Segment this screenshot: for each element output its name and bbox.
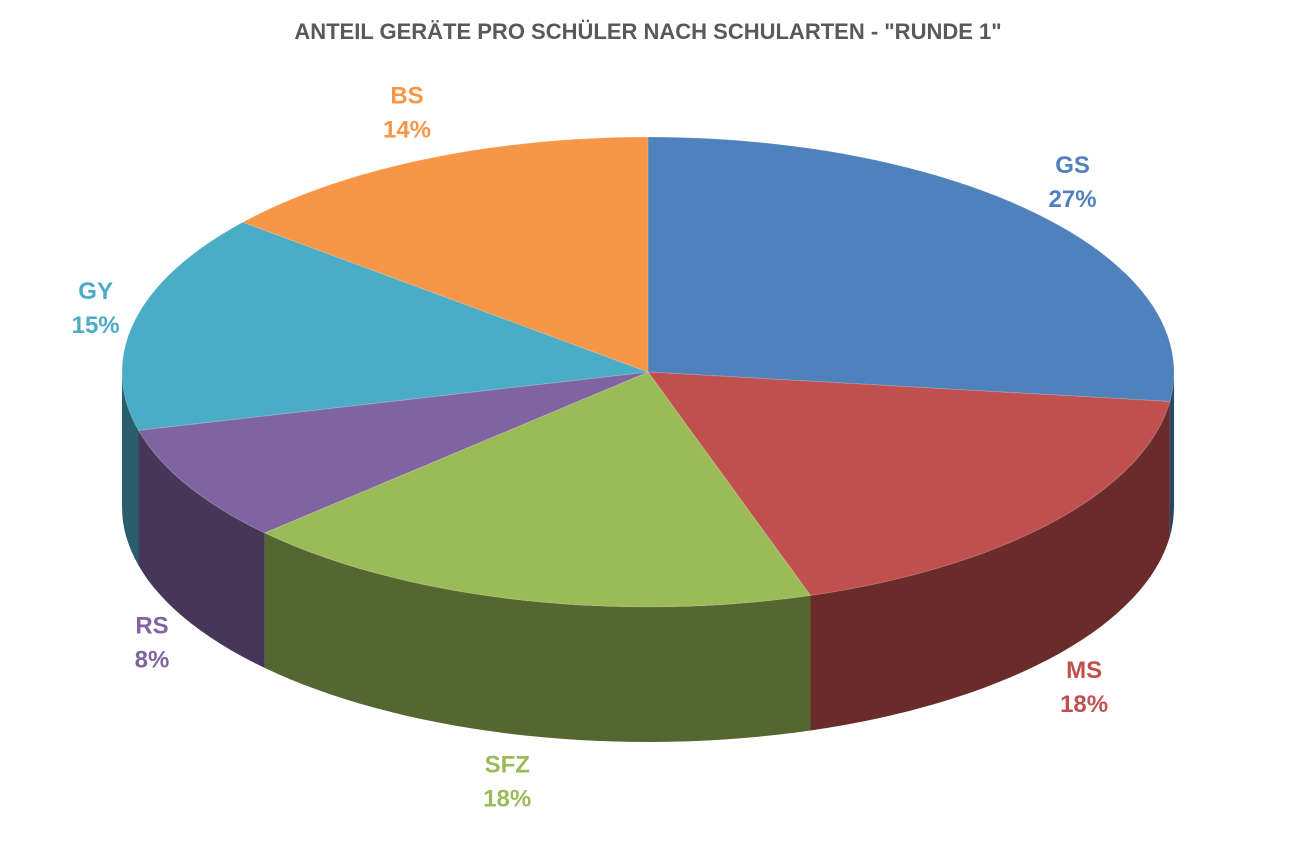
slice-side xyxy=(1169,372,1174,537)
value-label: 14% xyxy=(383,116,431,143)
slice xyxy=(646,371,1171,597)
value-label: 15% xyxy=(72,312,120,339)
slice xyxy=(137,371,649,534)
slice-side xyxy=(810,401,1170,731)
slice-side xyxy=(264,532,811,742)
slice-label: GY xyxy=(78,278,113,305)
value-label: 18% xyxy=(483,785,531,812)
value-label: 27% xyxy=(1049,186,1097,213)
slice xyxy=(241,136,649,373)
slice-label: BS xyxy=(390,82,423,109)
slice-label: MS xyxy=(1066,657,1102,684)
slice xyxy=(263,371,812,608)
slice-label: RS xyxy=(135,613,168,640)
slice-label: SFZ xyxy=(485,751,530,778)
value-label: 8% xyxy=(135,647,170,674)
slice-label: GS xyxy=(1055,152,1090,179)
slice xyxy=(647,136,1175,403)
slice xyxy=(121,221,649,431)
chart-title: ANTEIL GERÄTE PRO SCHÜLER NACH SCHULARTE… xyxy=(294,19,1001,44)
slice-side xyxy=(138,430,265,668)
value-label: 18% xyxy=(1060,691,1108,718)
slice-side xyxy=(122,372,139,566)
